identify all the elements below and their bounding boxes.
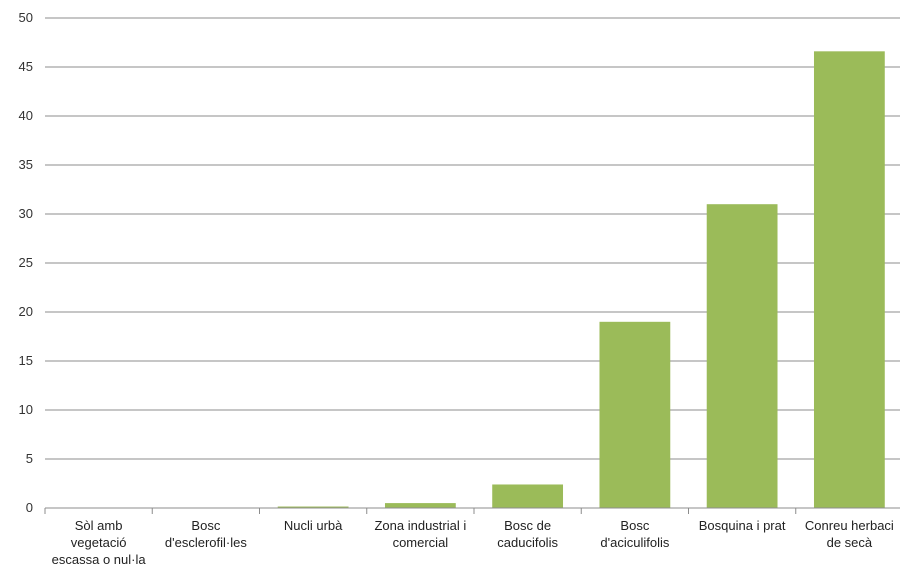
x-axis-category-labels: Sòl amb vegetació escassa o nul·la Bosc d'es… (52, 518, 894, 567)
gridlines (45, 17, 900, 460)
x-category-label: Sòl amb vegetació escassa o nul·la (52, 518, 147, 567)
y-tick-label: 30 (19, 206, 33, 221)
x-category-label: Bosc de caducifolis (497, 518, 558, 550)
y-axis-tick-labels: 0 5 10 15 20 25 30 35 40 45 50 (19, 10, 33, 515)
x-axis (44, 507, 900, 514)
x-category-label-line: d'esclerofil·les (165, 535, 247, 550)
bar (277, 506, 349, 508)
x-category-label: Bosc d'aciculifolis (600, 518, 669, 550)
y-tick-label: 40 (19, 108, 33, 123)
x-category-label-line: escassa o nul·la (52, 552, 147, 567)
y-tick-label: 10 (19, 402, 33, 417)
bar (492, 484, 564, 508)
x-category-label-line: caducifolis (497, 535, 558, 550)
x-category-label: Nucli urbà (284, 518, 343, 533)
x-category-label-line: Sòl amb (75, 518, 123, 533)
x-category-label-line: Bosc (191, 518, 220, 533)
y-tick-label: 0 (26, 500, 33, 515)
y-tick-label: 45 (19, 59, 33, 74)
bar (384, 503, 456, 508)
x-category-label-line: Conreu herbaci (805, 518, 894, 533)
bar (813, 51, 885, 508)
x-category-label-line: Bosquina i prat (699, 518, 786, 533)
y-tick-label: 25 (19, 255, 33, 270)
x-category-label-line: d'aciculifolis (600, 535, 669, 550)
bar (706, 204, 778, 508)
x-category-label-line: comercial (393, 535, 449, 550)
bars (277, 51, 885, 508)
y-tick-label: 20 (19, 304, 33, 319)
bar (599, 321, 671, 508)
x-category-label-line: de secà (827, 535, 873, 550)
x-category-label-line: Zona industrial i (374, 518, 466, 533)
x-category-label: Bosc d'esclerofil·les (165, 518, 247, 550)
x-category-label-line: Nucli urbà (284, 518, 343, 533)
x-category-label-line: Bosc de (504, 518, 551, 533)
x-category-label-line: Bosc (620, 518, 649, 533)
y-tick-label: 35 (19, 157, 33, 172)
y-tick-label: 50 (19, 10, 33, 25)
x-category-label: Conreu herbaci de secà (805, 518, 894, 550)
y-tick-label: 15 (19, 353, 33, 368)
x-category-label: Zona industrial i comercial (374, 518, 466, 550)
y-tick-label: 5 (26, 451, 33, 466)
x-category-label-line: vegetació (71, 535, 127, 550)
x-category-label: Bosquina i prat (699, 518, 786, 533)
